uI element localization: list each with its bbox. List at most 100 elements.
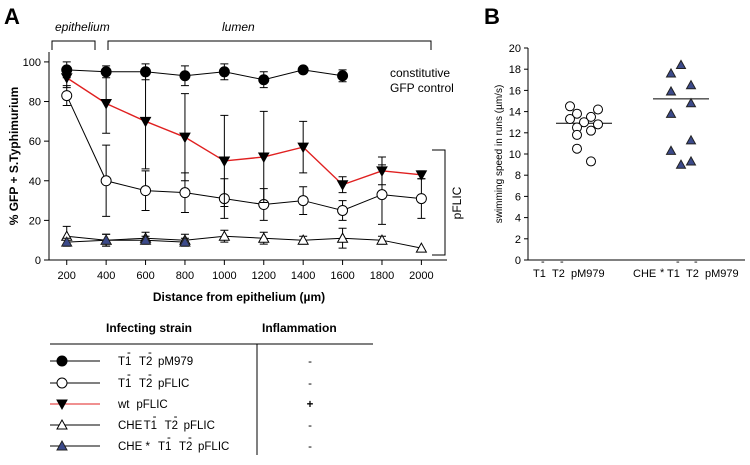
legend-inflammation: - [308,378,312,390]
b-data-point [572,143,582,154]
legend-t1: T1 [144,420,157,432]
a-series-group [60,61,428,253]
b-y-tick-label: 4 [515,213,521,225]
a-x-tick-label: 1400 [291,270,315,282]
svg-text:-: - [676,256,680,268]
a-x-tick-label: 1000 [212,270,236,282]
b-y-axis-label: swimming speed in runs (µm/s) [494,85,505,224]
a-x-tick-label: 800 [176,270,194,282]
b-cat2-plasmid: pM979 [705,268,739,280]
a-data-point [60,236,73,247]
b-data-point [586,156,596,167]
a-series-line [66,95,422,212]
a-data-point [415,193,427,205]
b-y-tick-label: 6 [515,191,521,203]
legend-row: wt pFLIC + [50,399,314,411]
a-series-line [66,239,185,243]
legend-prefix: CHE * [118,441,150,453]
legend-row: T1-T2-pFLIC - [50,369,312,390]
svg-text:-: - [148,347,152,359]
panel-b-scatter-chart: 0 2 4 6 8 10 12 14 16 18 20 swimming speed in runs… [494,43,745,280]
legend-table: Infecting strain Inflammation T1-T2-pM97… [50,321,373,455]
legend-prefix: CHE [118,420,143,432]
a-data-point [100,234,112,245]
b-data-point [565,114,575,125]
legend-t1: T1 [158,441,171,453]
legend-row: CHE * T1-T2-pFLIC - [50,432,312,453]
b-data-point [685,79,697,90]
a-data-point [179,132,191,144]
lumen-label: lumen [222,20,255,34]
a-x-tick-label: 1800 [370,270,394,282]
legend-t2: T2 [179,441,192,453]
legend-inflammation: - [308,356,312,368]
a-data-point [139,234,152,245]
lumen-bracket [107,40,432,50]
a-x-tick-label: 400 [97,270,115,282]
b-data-point [685,155,697,166]
a-data-point [297,142,310,154]
a-data-point [297,64,309,76]
a-y-tick-label: 20 [29,215,41,227]
constitutive-label: constitutive [390,66,450,80]
a-data-point [336,232,349,243]
svg-text:-: - [148,369,152,381]
b-data-point [572,108,582,119]
b-data-point [665,67,677,78]
a-x-tick-label: 1200 [252,270,276,282]
panel-a-label: A [4,4,20,29]
b-data-point [579,117,589,128]
a-data-point [61,90,73,102]
a-x-tick-label: 600 [136,270,154,282]
a-x-tick-label: 1600 [330,270,354,282]
b-data-point [685,97,697,108]
b-cat2-t2: T2 [686,268,699,280]
epithelium-label: epithelium [55,20,110,34]
b-data-point [586,125,596,136]
a-series-1 [61,61,349,89]
b-y-tick-label: 20 [509,43,521,55]
a-y-tick-label: 80 [29,97,41,109]
legend-t1: T1 [118,378,131,390]
legend-header-strain: Infecting strain [106,321,192,335]
b-group-1 [556,101,612,167]
a-data-point [258,74,270,86]
b-data-point [675,59,687,70]
a-series-line [66,235,422,249]
legend-t2: T2 [165,420,178,432]
b-y-tick-label: 14 [509,107,521,119]
a-data-point [179,187,191,199]
b-data-point [593,104,603,115]
legend-marker [56,399,68,411]
b-y-tick-label: 18 [509,64,521,76]
svg-text:-: - [167,432,171,444]
b-y-tick-label: 16 [509,85,521,97]
a-data-point [218,230,231,241]
svg-text:-: - [127,369,131,381]
svg-text:-: - [153,411,157,423]
a-data-point [376,234,388,245]
a-data-point [376,189,388,201]
legend-inflammation: - [308,441,312,453]
b-cat1-t1: T1 [533,268,546,280]
legend-inflammation: - [308,420,312,432]
legend-marker [56,439,68,451]
gfp-control-label: GFP control [390,81,454,95]
a-data-point [179,236,191,247]
b-y-tick-label: 8 [515,170,521,182]
a-x-tick-label: 200 [58,270,76,282]
b-category-1-label: T1 - T2 - pM979 [533,256,605,280]
b-category-2-label: CHE * T1 - T2 - pM979 [633,256,739,280]
svg-text:-: - [541,256,545,268]
legend-t1: T1 [118,356,131,368]
a-x-tick-label: 2000 [409,270,433,282]
a-data-point [100,175,112,187]
a-data-point [257,152,270,164]
legend-rows: T1-T2-pM979 -T1-T2-pFLIC -wt pFLIC +CHE T1-T2… [50,347,314,453]
b-y-tick-label: 0 [515,255,521,267]
legend-header-inflammation: Inflammation [262,321,337,335]
a-series-line [66,77,422,186]
b-y-tick-label: 2 [515,234,521,246]
panel-a-line-chart: 0 20 40 60 80 100 200 400 600 800 1000 1200 1400 160… [7,20,464,304]
